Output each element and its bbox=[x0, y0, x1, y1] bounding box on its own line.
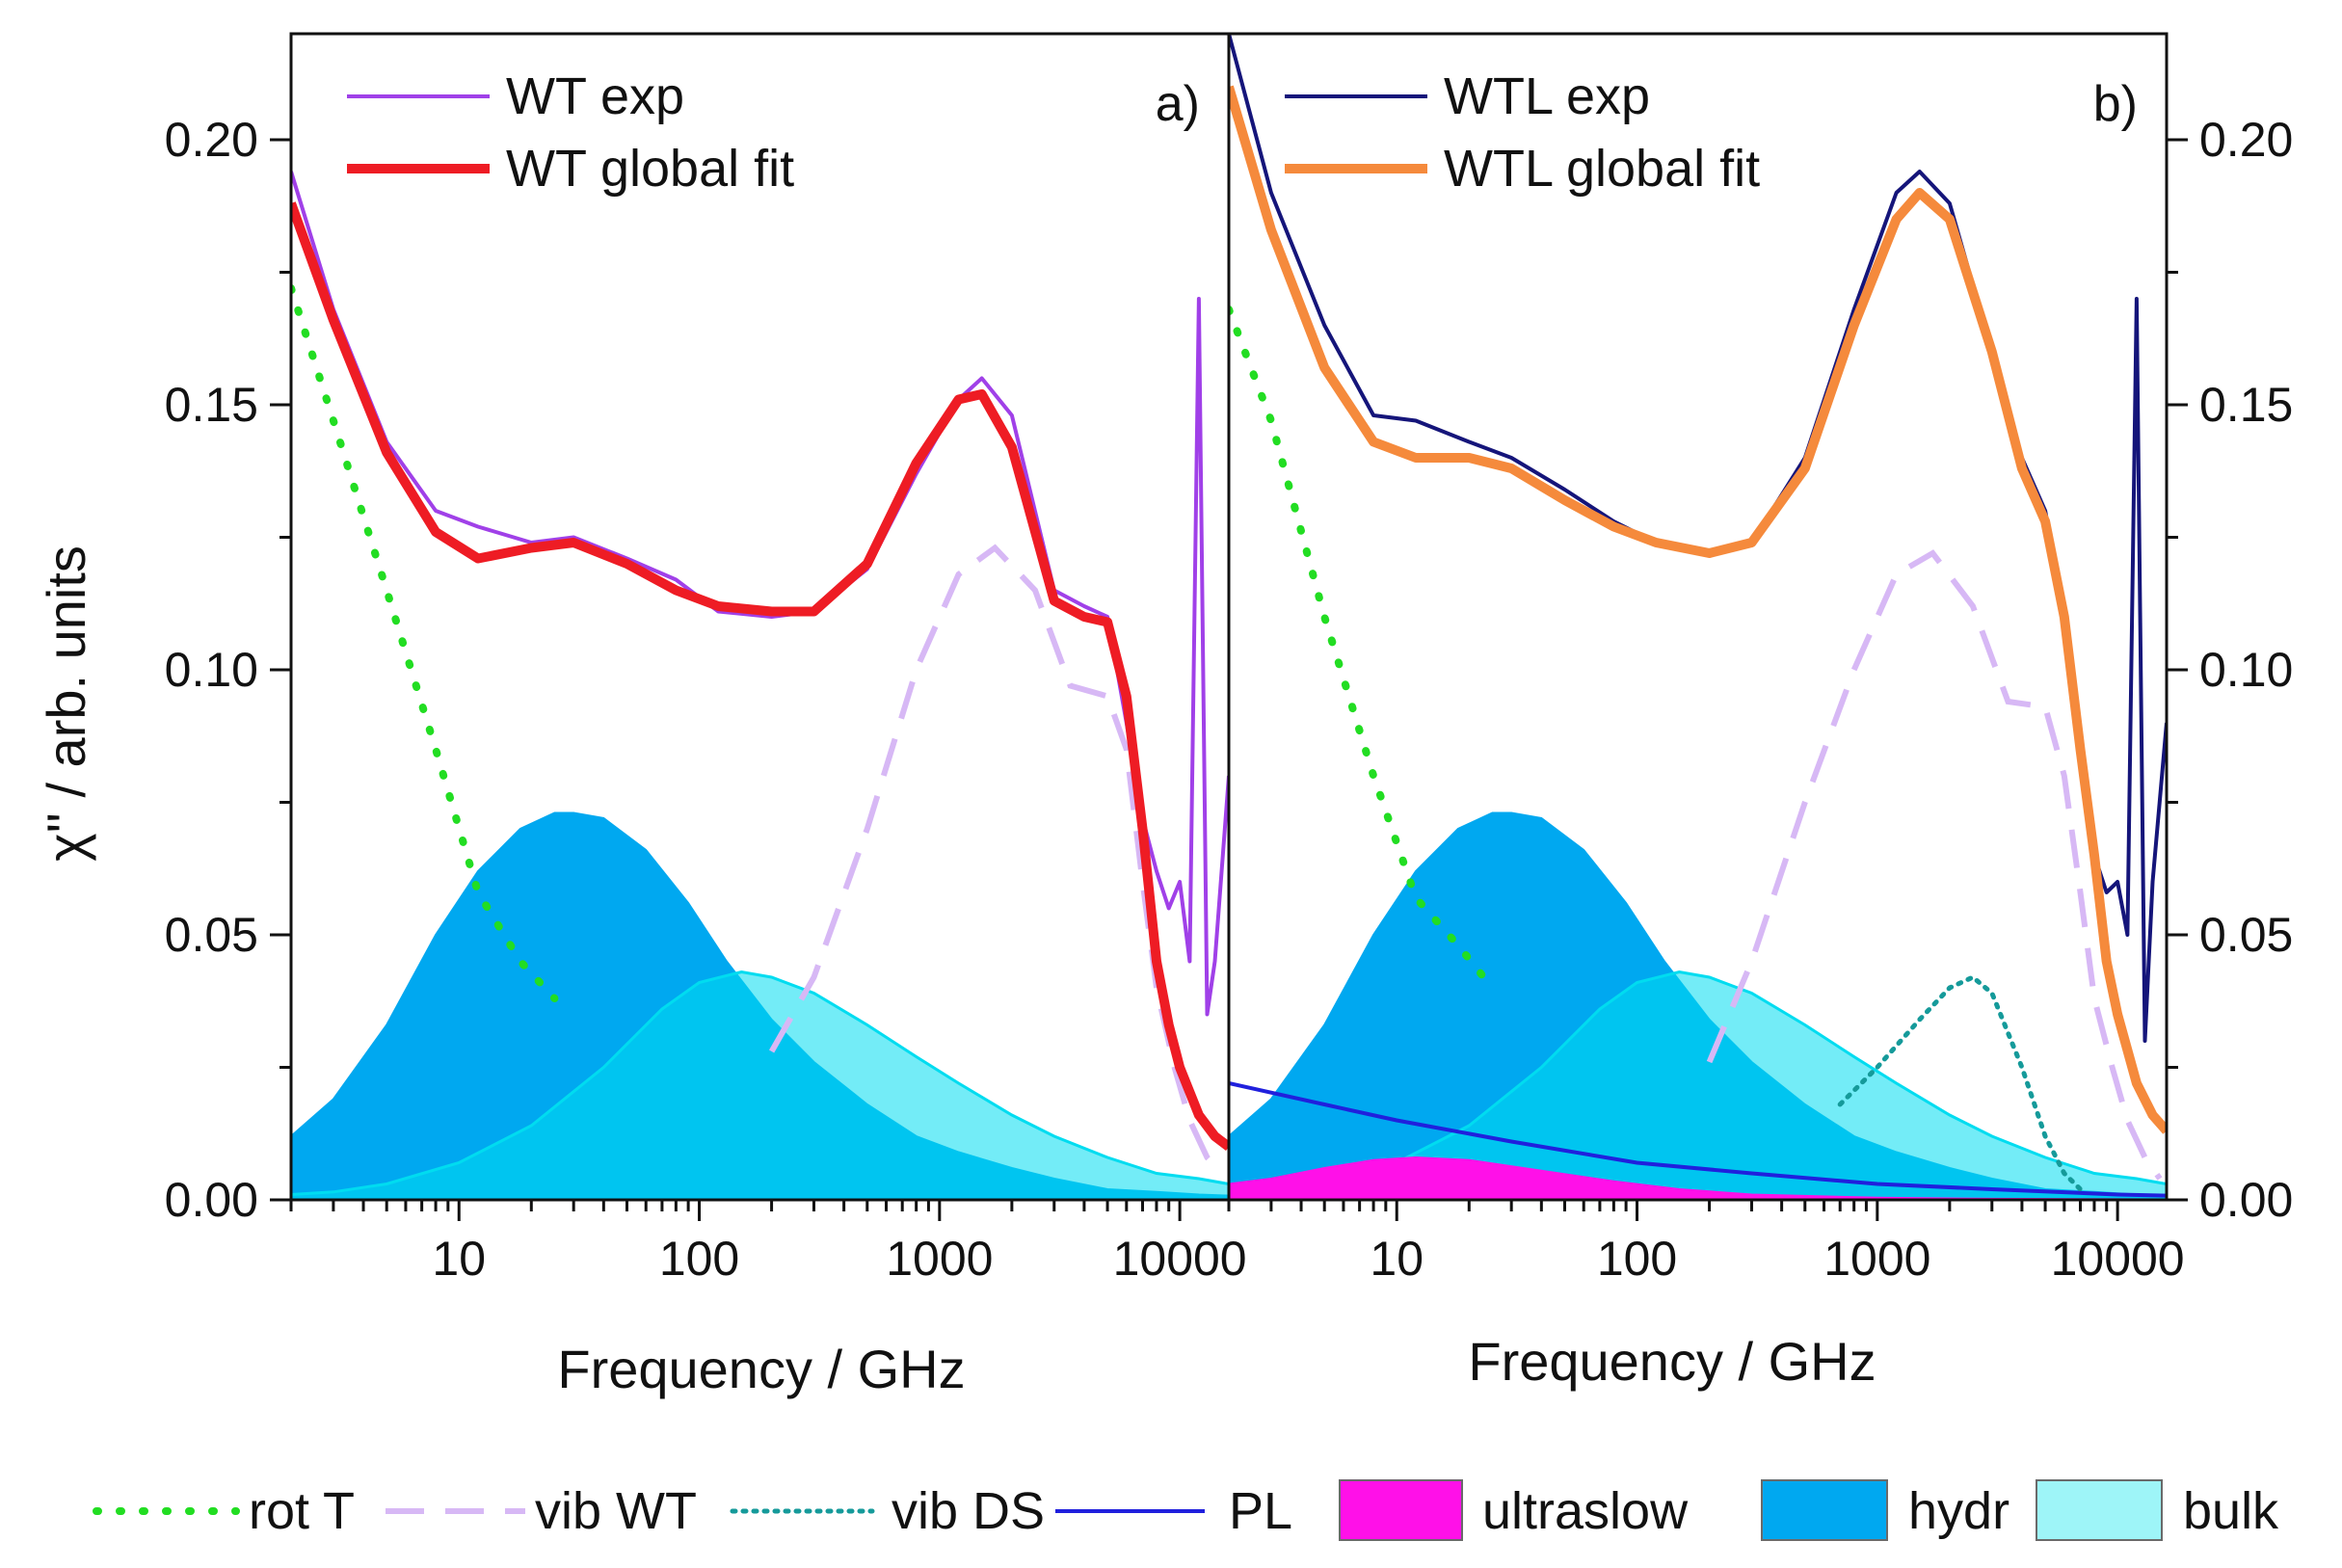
legend-label-wtl-global-fit: WTL global fit bbox=[1444, 140, 1760, 198]
x-axis-title-a: Frequency / GHz bbox=[557, 1339, 965, 1399]
bottom-legend-item-vib-wt: vib WT bbox=[386, 1482, 697, 1540]
y-axis-title: χ'' / arb. units bbox=[36, 545, 96, 862]
x-axis-title-b: Frequency / GHz bbox=[1468, 1331, 1876, 1392]
bottom-legend-swatch-hydr bbox=[1761, 1479, 1888, 1541]
plot-area-a bbox=[291, 171, 1229, 1200]
series-pl-line-b bbox=[1229, 1081, 2167, 1198]
y-tick-label-left: 0.10 bbox=[165, 643, 258, 697]
panel-tag-a: a) bbox=[1156, 76, 1200, 132]
bottom-legend-label-bulk: bulk bbox=[2183, 1482, 2279, 1540]
x-tick-label-b: 100 bbox=[1597, 1232, 1677, 1286]
y-tick-label-right: 0.10 bbox=[2199, 643, 2293, 697]
series-vib-ds-line-b bbox=[1837, 974, 2083, 1192]
y-tick-label-right: 0.05 bbox=[2199, 908, 2293, 962]
x-tick-label-a: 1000 bbox=[886, 1232, 993, 1286]
series-wtl-exp-line bbox=[1229, 34, 2167, 1043]
series-wt-global-fit-line bbox=[291, 201, 1229, 1151]
plot-frame-b bbox=[1227, 32, 2169, 1202]
bottom-legend-label-rot-t: rot T bbox=[249, 1482, 355, 1540]
bottom-legend-item-vib-ds: vib DS bbox=[730, 1482, 1045, 1540]
bottom-legend: rot T vib WT vib DS PL ultraslow hydr bulk bbox=[93, 1479, 2279, 1541]
bottom-legend-label-vib-ds: vib DS bbox=[892, 1482, 1045, 1540]
y-tick-label-left: 0.20 bbox=[165, 113, 258, 167]
bottom-legend-label-ultraslow: ultraslow bbox=[1482, 1482, 1689, 1540]
x-tick-label-b: 10000 bbox=[2051, 1232, 2185, 1286]
legend-item-wtl-global-fit: WTL global fit bbox=[1285, 140, 1760, 198]
panel-tag-b: b) bbox=[2093, 76, 2138, 132]
x-tick-label-b: 10 bbox=[1370, 1232, 1424, 1286]
x-tick-label-b: 1000 bbox=[1823, 1232, 1930, 1286]
y-tick-label-left: 0.00 bbox=[165, 1173, 258, 1227]
legend-label-wtl-exp: WTL exp bbox=[1444, 67, 1650, 125]
y-tick-label-left: 0.15 bbox=[165, 378, 258, 432]
legend-label-wt-global-fit: WT global fit bbox=[506, 140, 794, 198]
bottom-legend-item-hydr: hydr bbox=[1761, 1479, 2009, 1541]
series-rot-t-line-a bbox=[291, 284, 559, 1002]
series-bulk-area-a bbox=[291, 970, 1229, 1200]
legend-item-wt-exp: WT exp bbox=[347, 67, 684, 125]
y-tick-label-right: 0.20 bbox=[2199, 113, 2293, 167]
y-tick-label-right: 0.00 bbox=[2199, 1173, 2293, 1227]
bottom-legend-item-pl: PL bbox=[1055, 1482, 1292, 1540]
panel-b: 10 100 1000 10000 0.00 0.05 0.10 0.15 0.20 b) WTL … bbox=[1227, 32, 2293, 1286]
y-tick-label-right: 0.15 bbox=[2199, 378, 2293, 432]
series-rot-t-line-b bbox=[1229, 306, 1497, 992]
bottom-legend-item-bulk: bulk bbox=[2036, 1479, 2279, 1541]
bottom-legend-item-ultraslow: ultraslow bbox=[1339, 1479, 1689, 1541]
legend-label-wt-exp: WT exp bbox=[506, 67, 684, 125]
bottom-legend-swatch-bulk bbox=[2036, 1479, 2163, 1541]
series-vib-wt-line-a bbox=[768, 544, 1225, 1176]
legend-item-wt-global-fit: WT global fit bbox=[347, 140, 794, 198]
series-wtl-global-fit-line bbox=[1229, 85, 2167, 1134]
bottom-legend-swatch-ultraslow bbox=[1339, 1479, 1463, 1541]
series-wt-exp-line bbox=[291, 171, 1229, 1017]
bottom-legend-item-rot-t: rot T bbox=[93, 1482, 355, 1540]
legend-item-wtl-exp: WTL exp bbox=[1285, 67, 1650, 125]
plot-area-b bbox=[1229, 34, 2167, 1200]
y-tick-label-left: 0.05 bbox=[165, 908, 258, 962]
bottom-legend-label-vib-wt: vib WT bbox=[535, 1482, 697, 1540]
x-tick-label-a: 100 bbox=[659, 1232, 739, 1286]
x-tick-label-a: 10000 bbox=[1113, 1232, 1247, 1286]
bottom-legend-label-hydr: hydr bbox=[1908, 1482, 2009, 1540]
series-vib-wt-line-b bbox=[1706, 549, 2163, 1181]
x-tick-label-a: 10 bbox=[432, 1232, 486, 1286]
panel-a: 10 100 1000 10000 0.00 0.05 0.10 0.15 0.20 a) WT e… bbox=[165, 32, 1247, 1286]
bottom-legend-label-pl: PL bbox=[1229, 1482, 1292, 1540]
